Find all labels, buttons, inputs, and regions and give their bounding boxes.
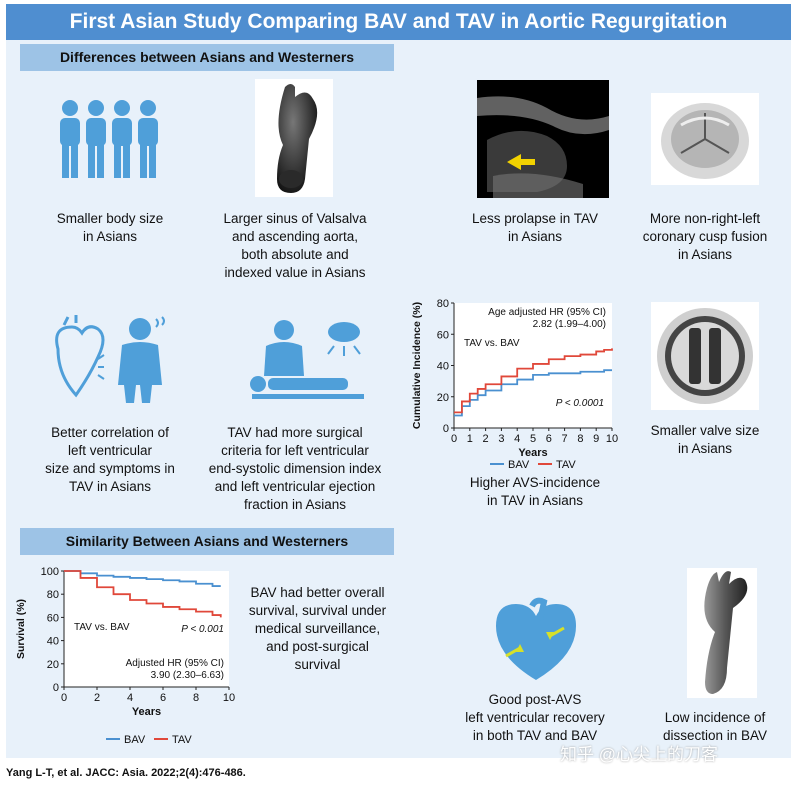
aorta-dissection-image [687,568,757,698]
section-similarity: Similarity Between Asians and Westerners [20,528,394,555]
series-line-bav [64,570,221,587]
x-tick-label: 6 [160,692,166,704]
hr-value: 3.90 (2.30–6.63) [151,670,224,681]
caption-surgical: TAV had more surgical criteria for left v… [208,425,382,512]
page-title: First Asian Study Comparing BAV and TAV … [6,4,791,40]
y-tick-label: 40 [47,636,59,648]
y-tick-label: 40 [437,361,449,373]
x-tick-label: 3 [498,433,504,445]
x-axis-label: Years [132,706,161,718]
caption-avs: Higher AVS-incidence in TAV in Asians [469,475,601,508]
x-tick-label: 8 [577,433,583,445]
caption-dissection: Low incidence of dissection in BAV [662,710,768,743]
hr-label: Adjusted HR (95% CI) [126,658,224,669]
x-tick-label: 8 [193,692,199,704]
x-tick-label: 2 [483,433,489,445]
p-value: P < 0.001 [181,624,224,635]
caption-cusp-fusion: More non-right-left coronary cusp fusion i… [642,211,768,262]
series-line-tav [454,348,613,414]
caption-sinus: Larger sinus of Valsalva and ascending ao… [223,211,367,280]
group-label: TAV vs. BAV [74,622,130,633]
x-tick-label: 10 [606,433,618,445]
people-icon [60,100,158,178]
y-tick-label: 60 [437,329,449,341]
x-tick-label: 0 [451,433,457,445]
y-tick-label: 0 [443,423,449,435]
echocardiogram-image [477,80,609,198]
y-axis-label: Cumulative Incidence (%) [411,302,423,429]
y-axis-label: Survival (%) [15,599,27,659]
x-tick-label: 10 [223,692,235,704]
x-tick-label: 0 [61,692,67,704]
valve-cusp-image [651,93,759,185]
caption-survival: BAV had better overall survival, survival… [248,585,387,672]
valve-size-image [651,302,759,410]
series-line-tav [64,570,222,618]
y-tick-label: 0 [53,682,59,694]
legend-label-bav: BAV [508,459,530,471]
y-tick-label: 20 [437,392,449,404]
heart-symptom-icon [55,315,165,403]
y-tick-label: 80 [47,589,59,601]
x-tick-label: 9 [593,433,599,445]
hr-value: 2.82 (1.99–4.00) [533,319,606,330]
legend-label-tav: TAV [172,734,192,746]
group-label: TAV vs. BAV [464,338,520,349]
x-tick-label: 6 [546,433,552,445]
x-tick-label: 4 [127,692,133,704]
citation: Yang L-T, et al. JACC: Asia. 2022;2(4):4… [6,767,246,779]
legend-label-bav: BAV [124,734,146,746]
caption-valve-size: Smaller valve size in Asians [650,423,760,456]
surgery-icon [250,320,364,399]
y-tick-label: 60 [47,612,59,624]
y-tick-label: 100 [41,566,59,578]
plot-area [64,571,229,687]
p-value: P < 0.0001 [556,398,604,409]
caption-correlation: Better correlation of left ventricular siz… [45,425,175,494]
x-tick-label: 7 [562,433,568,445]
x-tick-label: 1 [467,433,473,445]
caption-body-size: Smaller body size in Asians [56,211,164,244]
heart-recovery-icon [496,597,576,680]
legend-label-tav: TAV [556,459,576,471]
x-axis-label: Years [518,447,547,459]
x-tick-label: 5 [530,433,536,445]
caption-recovery: Good post-AVS left ventricular recovery in… [465,692,605,743]
y-tick-label: 20 [47,659,59,671]
x-tick-label: 2 [94,692,100,704]
aorta-image [255,79,333,197]
x-tick-label: 4 [514,433,520,445]
section-differences: Differences between Asians and Westerner… [20,44,394,71]
caption-prolapse: Less prolapse in TAV in Asians [471,211,599,244]
hr-label: Age adjusted HR (95% CI) [488,307,606,318]
y-tick-label: 80 [437,298,449,310]
watermark: 知乎 @心尖上的刀客 [560,745,718,764]
